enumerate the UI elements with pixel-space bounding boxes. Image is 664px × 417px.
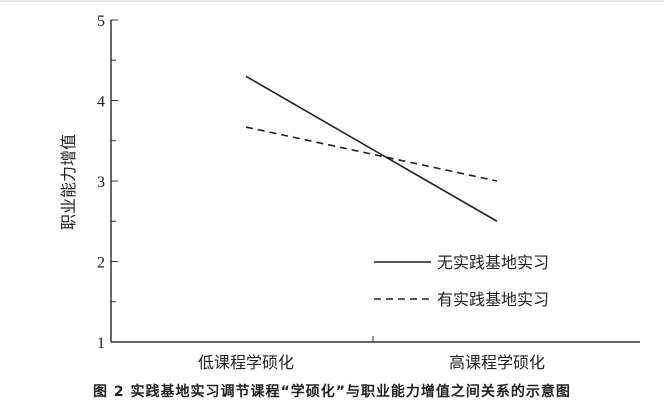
y-tick-label: 1 (97, 335, 105, 352)
y-tick-label: 4 (97, 94, 105, 111)
x-tick-label: 低课程学硕化 (198, 353, 294, 372)
top-border (0, 0, 664, 2)
y-axis-label: 职业能力增值 (59, 134, 78, 230)
figure-caption: 图 2 实践基地实习调节课程“学硕化”与职业能力增值之间关系的示意图 (93, 384, 571, 400)
series-line (245, 75, 498, 222)
series-line (245, 126, 498, 182)
y-tick-label: 3 (97, 174, 105, 191)
legend-label: 无实践基地实习 (437, 253, 549, 272)
x-tick-label: 高课程学硕化 (449, 353, 545, 372)
y-tick-label: 2 (97, 255, 105, 272)
legend-label: 有实践基地实习 (437, 290, 549, 309)
y-tick-label: 5 (97, 13, 105, 30)
